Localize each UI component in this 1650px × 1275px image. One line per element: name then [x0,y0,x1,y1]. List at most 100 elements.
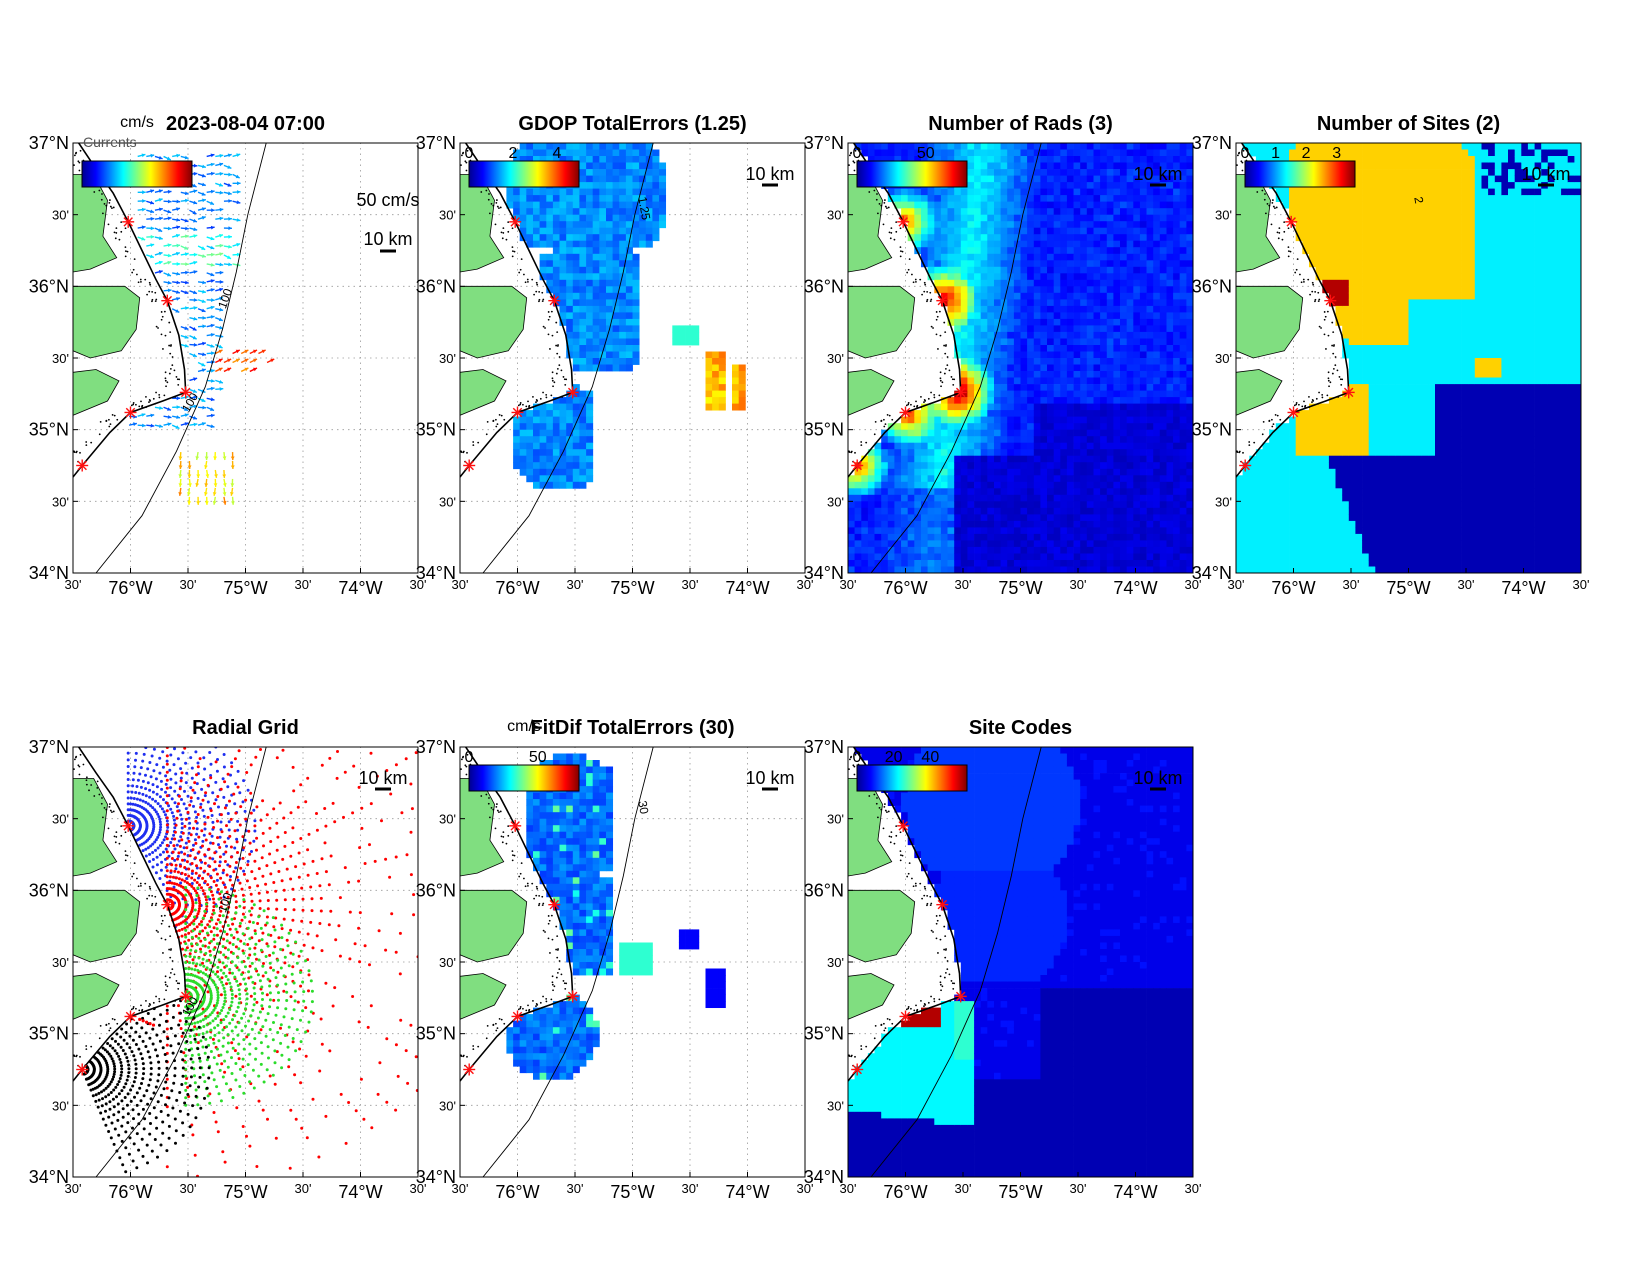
heatmap-cell [1159,221,1167,229]
heatmap-cell [927,566,935,573]
heatmap-cell [980,240,988,248]
heatmap-cell [1113,286,1121,294]
heatmap-cell [1066,475,1074,483]
coast-detail-dot [883,201,886,204]
heatmap-cell [1133,305,1141,313]
heatmap-cell [1013,423,1021,431]
heatmap-cell [586,201,594,209]
heatmap-cell [1007,182,1015,190]
heatmap-cell [1166,273,1174,281]
heatmap-cell [1080,345,1088,352]
heatmap-cell [994,338,1002,346]
heatmap-cell [645,208,653,216]
current-vector-head [167,216,172,221]
heatmap-cell [954,527,962,535]
heatmap-cell [1113,292,1121,300]
heatmap-cell [1047,188,1055,196]
coast-detail-dot [103,202,106,205]
heatmap-cell [606,162,614,170]
heatmap-cell [1179,475,1187,483]
heatmap-cell [1146,560,1154,567]
radar-site-marker [548,294,561,307]
heatmap-cell [960,533,968,541]
heatmap-cell [967,371,975,378]
heatmap-cell [539,188,547,196]
coast-detail-dot [878,202,881,205]
current-vector-head [176,280,181,285]
heatmap-cell [994,364,1002,372]
heatmap-cell [967,286,975,294]
heatmap-cell [645,234,653,242]
heatmap-cell [894,188,902,196]
heatmap-cell [639,143,647,150]
heatmap-cell [1093,527,1101,535]
heatmap-cell [1093,371,1101,378]
heatmap-cell [861,501,869,509]
heatmap-cell [1060,371,1068,378]
heatmap-cell [940,423,948,431]
heatmap-cell [526,195,534,203]
current-vector-head [227,255,231,259]
heatmap-cell [1173,527,1181,535]
coast-detail-dot [895,221,898,223]
heatmap-cell [599,156,607,163]
heatmap-cell [586,188,594,196]
current-vector-head [202,405,206,410]
heatmap-cell [579,475,587,483]
heatmap-cell [1060,195,1068,203]
heatmap-cell [1106,533,1114,541]
heatmap-cell [974,162,982,170]
heatmap-cell [960,221,968,229]
coast-detail-dot [880,419,883,422]
heatmap-cell [1173,175,1181,183]
heatmap-cell [934,481,942,489]
heatmap-cell [1255,560,1263,567]
heatmap-cell [1086,514,1094,522]
lat-tick-label: 34°N [29,563,69,583]
heatmap-cell [994,169,1002,177]
heatmap-cell [940,514,948,522]
heatmap-cell [579,312,587,320]
heatmap-cell [1262,514,1270,522]
heatmap-cell [586,423,594,431]
heatmap-cell [1120,501,1128,509]
heatmap-cell [546,449,554,457]
heatmap-cell [579,429,587,437]
heatmap-cell [927,208,935,216]
heatmap-cell [1060,247,1068,255]
heatmap-cell [1060,468,1068,476]
heatmap-cell [539,221,547,229]
heatmap-cell [921,488,929,496]
heatmap-cell [967,384,975,392]
heatmap-cell [579,299,587,307]
heatmap-cell [1000,481,1008,489]
coast-detail-dot [920,406,922,409]
heatmap-cell [1166,286,1174,294]
heatmap-cell [1255,149,1263,157]
heatmap-cell [1080,475,1088,483]
heatmap-cell [1033,475,1041,483]
heatmap-cell [881,527,889,535]
heatmap-cell [1173,540,1181,548]
heatmap-cell [1159,527,1167,535]
current-vector-head [133,422,137,427]
heatmap-cell [967,312,975,320]
coast-detail-dot [525,405,528,408]
current-vector-head [178,492,183,496]
heatmap-cell [1186,358,1193,365]
heatmap-cell [1100,520,1108,528]
current-vector-head [193,298,198,302]
heatmap-cell [1139,266,1147,274]
heatmap-cell [1053,371,1061,378]
coast-detail-dot [944,331,947,334]
heatmap-cell [980,221,988,229]
heatmap-cell [519,423,527,431]
heatmap-cell [1047,338,1055,346]
coast-detail-dot [151,298,154,301]
heatmap-cell [921,514,929,522]
heatmap-cell [572,397,580,405]
heatmap-cell [1249,553,1257,561]
heatmap-cell [1093,253,1101,261]
heatmap-cell [546,423,554,431]
heatmap-cell [940,540,948,548]
